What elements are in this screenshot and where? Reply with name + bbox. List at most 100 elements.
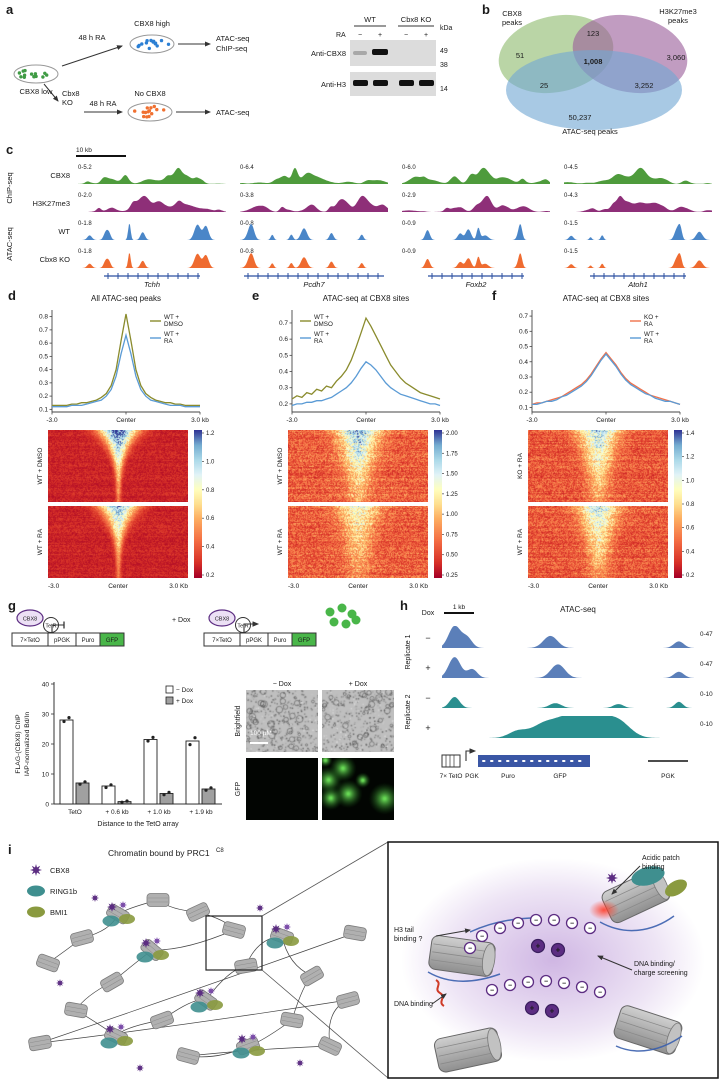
colorbar-tick: 0.75 [446, 532, 458, 538]
zoom-selection-box [205, 915, 263, 971]
panel-c-browser: c 10 kb ChIP-seq ATAC-seq CBX8 0-5.2 0-6.4… [5, 142, 712, 289]
cbx8-star [283, 923, 291, 931]
blot-band [399, 80, 414, 86]
tethering-construct-right: CBX8 TetR 7×TetO pPGK Puro GFP [203, 603, 361, 647]
panel-h: h Dox 1 kb ATAC-seq − 0-47 +0-47 − 0-10 +0-10… [398, 598, 726, 838]
svg-text:0.2: 0.2 [39, 393, 48, 400]
scalebar-label: 10 kb [76, 147, 92, 154]
legend-cbx8: CBX8 [50, 866, 70, 875]
cbx8-star [256, 904, 264, 912]
bmi1-blob [207, 1000, 223, 1010]
track-signal [564, 223, 712, 240]
blot-band [419, 80, 434, 86]
svg-text:Center: Center [588, 583, 608, 590]
puro-label: Puro [82, 638, 95, 644]
venn-count-h3-atac: 3,252 [635, 81, 654, 90]
track-row-name: WT [58, 227, 70, 236]
colorbar-tick: 1.25 [446, 492, 458, 498]
panel-f-label: f [492, 288, 497, 303]
colorbar-tick: 0.2 [686, 573, 695, 579]
heatmap-d-dmso [48, 430, 188, 502]
svg-text:0.4: 0.4 [39, 367, 48, 374]
cbx8-star [207, 987, 215, 995]
negative-charge [557, 976, 571, 990]
negative-charge [583, 921, 597, 935]
legend-entry: RA [644, 338, 654, 345]
colorbar-d [194, 430, 202, 578]
svg-text:+: + [530, 1004, 535, 1013]
data-point [151, 735, 155, 739]
svg-text:Center: Center [108, 583, 128, 590]
legend-entry: RA [644, 321, 654, 328]
data-point [146, 739, 150, 743]
dish-cbx8-low [13, 64, 59, 84]
track-range: 0-1.5 [564, 249, 578, 255]
microscopy-col-plus-dox: + Dox [349, 681, 368, 688]
nucleosome [234, 957, 258, 975]
svg-text:0.8: 0.8 [39, 314, 48, 321]
svg-text:-3.0: -3.0 [48, 583, 60, 590]
svg-text:0: 0 [45, 802, 49, 809]
track-signal [564, 253, 712, 268]
ring1b-blob [27, 885, 45, 897]
h-scalebar-label: 1 kb [453, 604, 466, 611]
nucleosome [100, 971, 124, 993]
bar [117, 801, 132, 805]
svg-text:0.4: 0.4 [519, 359, 528, 366]
track-signal [78, 223, 226, 240]
nucleosome [176, 1047, 200, 1065]
label-chipseq-top: ChIP-seq [216, 44, 247, 53]
negative-charge [529, 913, 543, 927]
svg-text:−: − [516, 920, 520, 927]
blot-marker-38: 38 [440, 62, 448, 69]
track-range: 0-47 [700, 631, 713, 638]
cbx8-star [30, 864, 42, 876]
svg-text:0.7: 0.7 [39, 327, 48, 334]
cbx8-blob [208, 609, 236, 627]
cbx8-star [606, 872, 618, 884]
profile-line [52, 313, 200, 407]
cbx8-star [195, 988, 205, 998]
data-point [62, 719, 66, 724]
group-atacseq: ATAC-seq [5, 227, 14, 260]
cbx8-star [153, 937, 161, 945]
arrow-ra-top [61, 45, 123, 67]
svg-text:0.6: 0.6 [39, 340, 48, 347]
data-point [162, 793, 166, 797]
chip-bar-chart: 0 10 20 30 40 TetO + 0.6 kb + 1.0 kb + 1.9 kb FLA… [15, 682, 222, 828]
blot-lane-sign: − [404, 32, 408, 39]
track-range: 0-1.5 [564, 221, 578, 227]
blot-band [373, 80, 388, 86]
svg-text:−: − [468, 945, 472, 952]
label-ra-bottom: 48 h RA [89, 99, 116, 108]
nucleosome [222, 921, 246, 939]
venn-label-cbx8-2: peaks [502, 18, 522, 27]
ring1b-blob [266, 937, 284, 949]
pgk1-label: PGK [465, 773, 479, 780]
negative-charge [539, 974, 553, 988]
svg-text:3.0 Kb: 3.0 Kb [409, 583, 428, 590]
dox-sign: − [425, 633, 430, 643]
blot-marker-14: 14 [440, 86, 448, 93]
venn-label-atac: ATAC-seq peaks [562, 127, 618, 136]
profile-line [291, 316, 441, 400]
svg-text:0.1: 0.1 [39, 406, 48, 413]
dox-sign: + [425, 723, 430, 733]
cbx8-star [117, 1023, 125, 1031]
data-point [204, 788, 208, 792]
data-point [193, 736, 197, 740]
heatmap-e-dmso [288, 430, 428, 502]
colorbar-tick: 1.0 [686, 478, 695, 484]
svg-text:3.0 Kb: 3.0 Kb [649, 583, 668, 590]
blot-kda: kDa [440, 25, 453, 32]
pgk2-label: PGK [661, 773, 675, 780]
venn-count-cbx8: 51 [516, 51, 524, 60]
negative-charge [547, 913, 561, 927]
dna-strand [469, 917, 537, 933]
nucleosome [150, 1010, 174, 1030]
svg-text:−: − [544, 978, 548, 985]
teto-label: 7×TetO [20, 638, 40, 644]
plus-dox-label: + Dox [172, 617, 191, 624]
teto-box [441, 754, 461, 768]
nucleosome [300, 965, 324, 987]
